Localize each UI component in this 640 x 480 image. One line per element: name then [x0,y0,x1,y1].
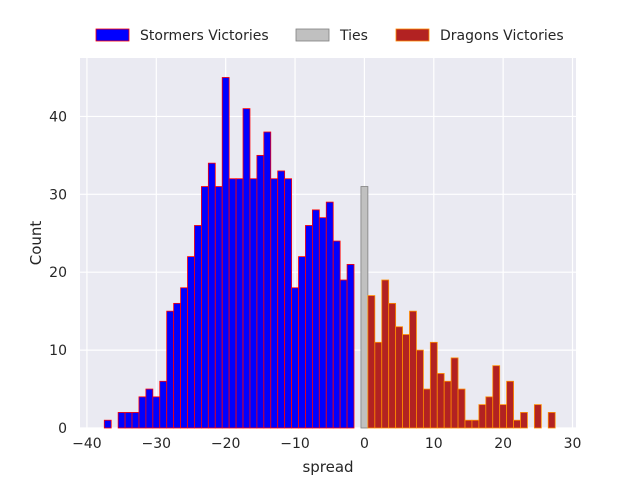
bar [117,412,126,429]
bar [506,380,514,429]
bar [263,131,272,429]
bar [305,225,313,429]
bar [381,279,390,429]
bar [360,186,369,429]
bar [166,310,175,429]
y-tick-label: 0 [58,421,67,437]
bar [402,334,410,429]
bar [478,404,487,429]
bar [207,162,216,429]
bar [124,412,133,429]
legend-swatch [95,28,130,42]
bar [485,396,494,429]
bar [374,341,383,429]
bar [436,373,445,429]
legend-label: Stormers Victories [140,28,269,44]
bar [138,396,147,429]
bar [339,279,348,429]
x-tick-label: −10 [280,436,310,452]
bar [325,201,334,429]
x-tick-label: −20 [211,436,241,452]
bar [457,388,466,429]
bar [228,178,237,429]
bar [318,217,327,429]
bar [388,302,397,429]
bar [131,412,140,429]
bar [173,302,181,429]
bar [159,380,168,429]
bar [200,186,209,429]
bar [221,77,230,429]
bar [249,178,258,429]
bar [429,341,438,429]
y-axis-label: Count [27,221,45,266]
y-tick-label: 10 [49,343,67,359]
legend-label: Ties [339,28,368,44]
bars [103,77,556,429]
bar [422,388,431,429]
bar [492,365,501,429]
bar [513,419,521,429]
x-axis-label: spread [302,458,353,476]
bar [103,419,112,429]
bar [291,287,299,429]
x-axis-ticks: −40 −30 −20 −10 0 10 20 30 [72,436,581,452]
y-tick-label: 20 [49,265,67,281]
bar [152,396,161,429]
bar [409,310,417,429]
bar [332,240,341,429]
legend-swatch [395,28,430,42]
bar [547,412,556,429]
bar [533,404,542,429]
bar [270,178,279,429]
legend-swatch [295,28,330,42]
y-tick-label: 30 [49,187,67,203]
bar [298,256,306,429]
bar [416,349,424,429]
bar [520,412,528,429]
bar [346,264,355,429]
bar [499,404,508,429]
y-axis-ticks: 0 10 20 30 40 [49,109,67,437]
x-tick-label: 0 [360,436,369,452]
bar [187,256,195,429]
x-tick-label: −40 [72,436,102,452]
bar [311,209,320,429]
bar [471,419,480,429]
y-tick-label: 40 [49,109,67,125]
legend-label: Dragons Victories [440,28,564,44]
bar [450,357,459,429]
bar [235,178,244,429]
bar [180,287,188,429]
bar [256,154,265,429]
bar [214,186,223,429]
bar [194,225,202,429]
x-tick-label: 30 [564,436,582,452]
bar [284,178,292,429]
bar [395,326,403,429]
x-tick-label: −30 [142,436,172,452]
x-tick-label: 10 [425,436,443,452]
bar [277,170,286,429]
x-tick-label: 20 [494,436,512,452]
bar [464,419,473,429]
legend: Stormers Victories Ties Dragons Victories [95,28,564,44]
bar [242,108,251,429]
bar [443,380,452,429]
bar [145,388,154,429]
bar [367,295,376,429]
